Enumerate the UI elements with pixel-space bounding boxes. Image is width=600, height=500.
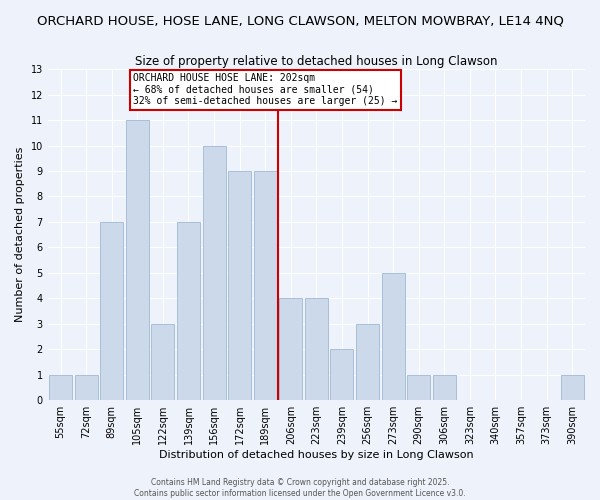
Title: Size of property relative to detached houses in Long Clawson: Size of property relative to detached ho… (135, 55, 497, 68)
Bar (49, 374, 72, 400)
Text: Contains HM Land Registry data © Crown copyright and database right 2025.
Contai: Contains HM Land Registry data © Crown c… (134, 478, 466, 498)
Bar (100, 222, 123, 400)
X-axis label: Distribution of detached houses by size in Long Clawson: Distribution of detached houses by size … (159, 450, 474, 460)
Bar (177, 222, 200, 400)
Bar (356, 324, 379, 400)
Bar (151, 324, 175, 400)
Bar (560, 374, 584, 400)
Bar (382, 273, 404, 400)
Bar (433, 374, 456, 400)
Y-axis label: Number of detached properties: Number of detached properties (15, 147, 25, 322)
Bar (305, 298, 328, 400)
Text: ORCHARD HOUSE HOSE LANE: 202sqm
← 68% of detached houses are smaller (54)
32% of: ORCHARD HOUSE HOSE LANE: 202sqm ← 68% of… (133, 73, 397, 106)
Bar (254, 171, 277, 400)
Bar (203, 146, 226, 400)
Bar (331, 350, 353, 400)
Bar (280, 298, 302, 400)
Text: ORCHARD HOUSE, HOSE LANE, LONG CLAWSON, MELTON MOWBRAY, LE14 4NQ: ORCHARD HOUSE, HOSE LANE, LONG CLAWSON, … (37, 15, 563, 28)
Bar (407, 374, 430, 400)
Bar (126, 120, 149, 400)
Bar (228, 171, 251, 400)
Bar (74, 374, 98, 400)
